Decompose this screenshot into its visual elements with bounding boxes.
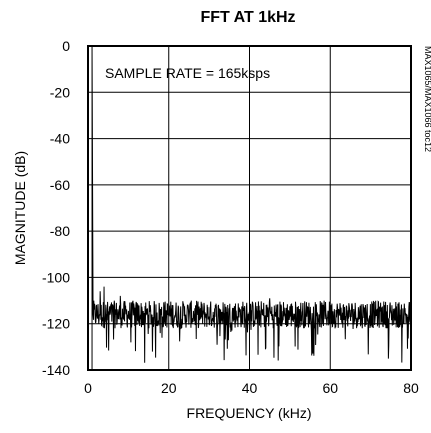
x-tick-label: 60	[322, 380, 338, 396]
sample-rate-annotation: SAMPLE RATE = 165ksps	[105, 65, 270, 81]
y-tick-label: 0	[62, 38, 70, 54]
y-tick-label: -100	[42, 269, 70, 285]
y-axis-ticks: 0 -20 -40 -60 -80 -100 -120 -140	[42, 38, 70, 378]
plot-frame	[87, 45, 412, 371]
figure-id-label: MAX1065/MAX1066 toc12	[423, 46, 431, 152]
fft-trace	[91, 45, 412, 370]
x-axis-label: FREQUENCY (kHz)	[187, 405, 312, 421]
x-axis-ticks: 0 20 40 60 80	[84, 380, 419, 396]
x-tick-label: 80	[403, 380, 419, 396]
series-fft	[91, 45, 412, 370]
x-tick-label: 40	[242, 380, 258, 396]
y-axis-label: MAGNITUDE (dB)	[12, 151, 28, 265]
x-tick-label: 0	[84, 380, 92, 396]
y-tick-label: -120	[42, 316, 70, 332]
chart-title: FFT AT 1kHz	[200, 9, 295, 26]
y-tick-label: -80	[50, 223, 70, 239]
x-tick-label: 20	[161, 380, 177, 396]
y-tick-label: -140	[42, 362, 70, 378]
y-tick-label: -20	[50, 84, 70, 100]
y-tick-label: -60	[50, 177, 70, 193]
y-tick-label: -40	[50, 131, 70, 147]
